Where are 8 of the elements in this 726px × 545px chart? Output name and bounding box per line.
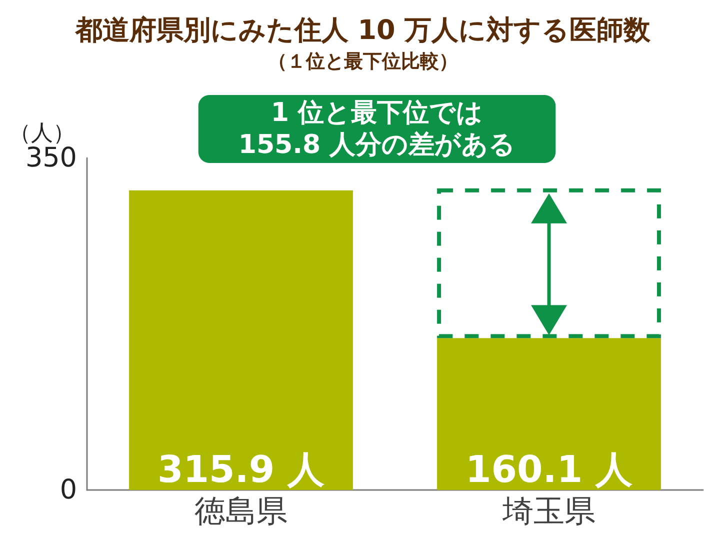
chart-subtitle: （１位と最下位比較） bbox=[268, 50, 458, 72]
y-tick-label: 0 bbox=[60, 474, 77, 506]
data-label: 315.9 人 bbox=[158, 448, 324, 491]
annotation: 1 位と最下位では 155.8 人分の差がある bbox=[238, 98, 516, 160]
chart-title: 都道府県別にみた住人 10 万人に対する医師数 bbox=[74, 15, 652, 46]
x-tick-label: 埼玉県 bbox=[502, 494, 596, 530]
x-tick-label: 徳島県 bbox=[194, 494, 288, 530]
data-label: 160.1 人 bbox=[466, 448, 632, 491]
